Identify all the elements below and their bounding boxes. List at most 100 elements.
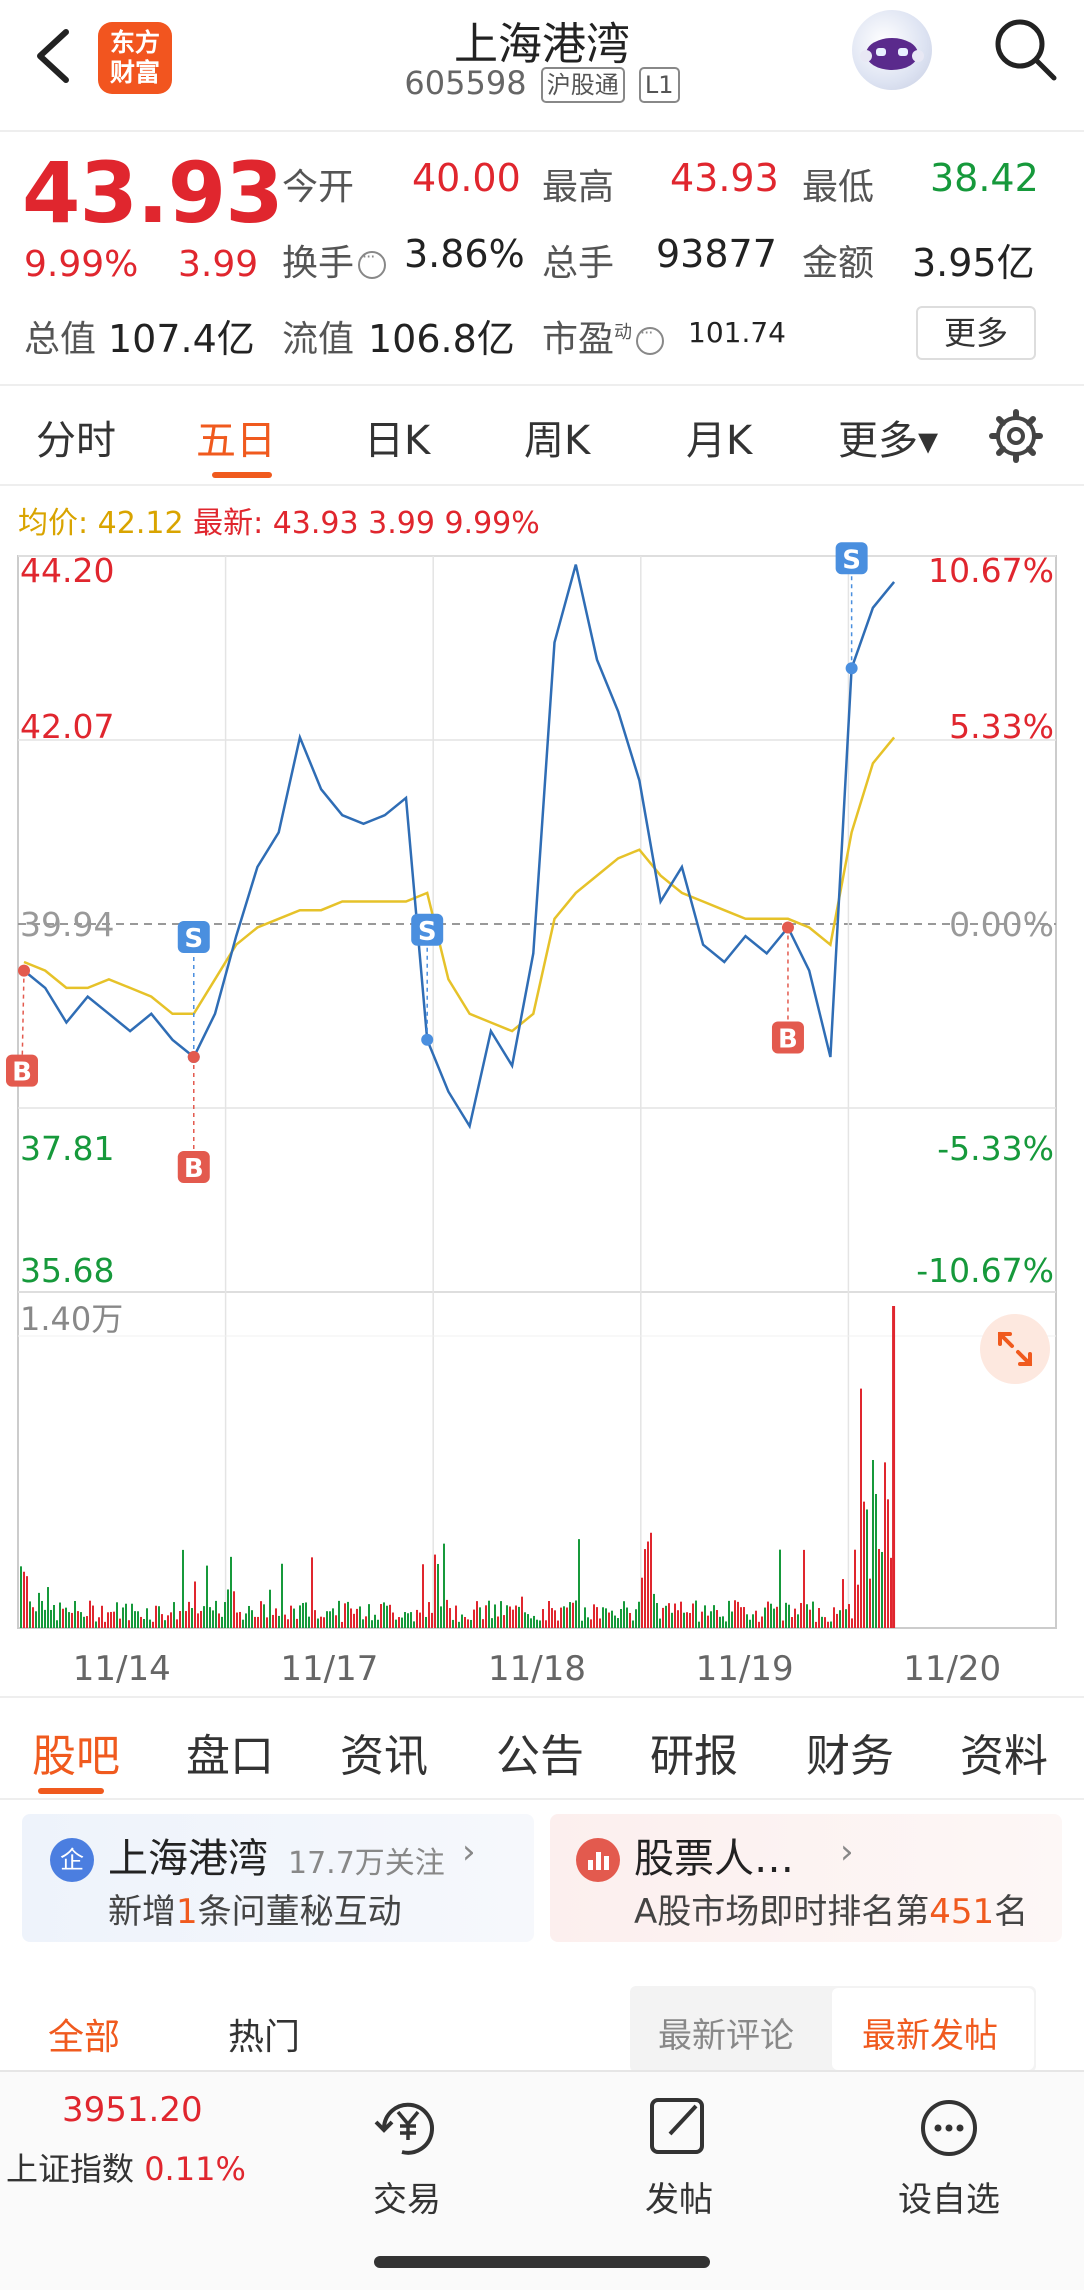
tab-monthly-k[interactable]: 月K [686,418,753,464]
volume-bar [806,1604,808,1628]
tab-intraday[interactable]: 分时 [36,418,116,464]
volume-bar [329,1611,331,1628]
popularity-card[interactable]: 股票人… › A股市场即时排名第451名 [550,1814,1062,1942]
trade-mark-label: B [12,1058,32,1088]
tab-underline [38,1788,104,1794]
volume-bar [572,1602,574,1628]
tab-research[interactable]: 研报 [650,1731,738,1782]
volume-bar [299,1605,301,1628]
volume-bar [881,1551,883,1628]
volume-bar [335,1615,337,1628]
tab-profile[interactable]: 资料 [960,1731,1048,1782]
volume-bar [275,1608,277,1628]
trade-button[interactable] [362,2088,452,2228]
sort-latest-post[interactable]: 最新发帖 [862,2016,998,2056]
search-button[interactable] [990,14,1060,84]
tab-forum[interactable]: 股吧 [32,1731,120,1782]
volume-bar [716,1610,718,1628]
chart-rank-icon [576,1838,620,1882]
volume-bar [281,1563,283,1628]
volume-bar [863,1501,865,1628]
post-button[interactable] [634,2088,724,2168]
sort-latest-comment[interactable]: 最新评论 [658,2016,794,2056]
company-card[interactable]: 企 上海港湾 17.7万关注 › 新增1条问董秘互动 [22,1814,534,1942]
volume-bar [164,1620,166,1628]
tab-more[interactable]: 更多▾ [838,418,939,464]
volume-bar [311,1557,313,1628]
volume-bar [665,1605,667,1628]
volume-bar [653,1593,655,1628]
line-suffix: 条问董秘互动 [197,1892,402,1932]
volume-bar [488,1600,490,1628]
mktcap-label: 总值 [24,319,97,360]
y-tick-right: 5.33% [949,707,1054,746]
volume-bar [608,1612,610,1628]
volume-bar [632,1620,634,1628]
volume-bar [401,1617,403,1628]
volume-bar [449,1608,451,1628]
volume-bar [359,1606,361,1628]
volume-bar [185,1611,187,1628]
volume-bar [869,1578,871,1628]
chevron-left-icon [37,29,69,83]
header: 东方 财富 上海港湾 605598 沪股通 L1 [0,0,1084,132]
volume-bar [296,1618,298,1628]
info-icon[interactable] [636,323,665,355]
volume-bar [380,1604,382,1628]
volume-bar [113,1611,115,1628]
volume-bar [821,1616,823,1628]
volume-label: 总手 [542,243,615,284]
volume-bar [692,1603,694,1628]
info-icon[interactable] [358,247,387,279]
volume-bar [71,1612,73,1628]
volume-bar [845,1609,847,1628]
volume-bar [485,1605,487,1628]
turnover-label-text: 换手 [282,243,355,284]
amount-value: 3.95亿 [912,241,1035,285]
line-prefix: 新增 [108,1892,176,1932]
volume-bar [602,1607,604,1628]
tab-finance[interactable]: 财务 [806,1731,894,1782]
volume-bar [644,1549,646,1628]
volume-bar [584,1607,586,1628]
index-name: 上证指数 [6,2150,135,2188]
volume-bar [341,1621,343,1628]
volume-bar [650,1532,652,1628]
tab-news[interactable]: 资讯 [340,1731,428,1782]
volume-bar [872,1459,874,1628]
volume-bar [749,1619,751,1628]
back-button[interactable] [30,26,80,86]
volume-bar [563,1606,565,1628]
tab-announcements[interactable]: 公告 [496,1731,584,1782]
tab-orderbook[interactable]: 盘口 [186,1731,274,1782]
add-watchlist-button[interactable] [904,2088,994,2168]
volume-bar [434,1554,436,1628]
index-name-row[interactable]: 上证指数 0.11% [6,2144,246,2190]
y-tick-left: 37.81 [20,1129,114,1168]
filter-hot[interactable]: 热门 [228,2017,301,2058]
y-tick-left: 42.07 [20,707,114,746]
five-day-chart[interactable]: B S B S B S 44.20 42.07 39.94 37.81 35.68 10.67% 5.… [0,540,1084,1690]
volume-bar [392,1612,394,1628]
volume-bar [32,1607,34,1628]
more-button[interactable]: 更多 [916,306,1036,360]
tab-daily-k[interactable]: 日K [364,418,431,464]
index-value[interactable]: 3951.20 [62,2090,203,2130]
chart-settings-button[interactable] [988,408,1044,464]
volume-bar [104,1621,106,1628]
tab-weekly-k[interactable]: 周K [524,418,591,464]
price-line [23,564,896,1130]
filter-all[interactable]: 全部 [48,2017,121,2058]
volume-bar [254,1616,256,1628]
trade-label: 交易 [373,2180,441,2220]
tab-five-day[interactable]: 五日 [196,418,276,464]
volume-bar [119,1618,121,1628]
info-tabs: 股吧 盘口 资讯 公告 研报 财务 资料 [0,1696,1084,1800]
volume-bar [191,1608,193,1628]
volume-bar [524,1612,526,1628]
volume-bar [179,1611,181,1628]
assistant-robot-icon[interactable] [852,10,932,90]
expand-chart-button[interactable] [980,1314,1050,1384]
post-label: 发帖 [645,2180,713,2220]
volume-bar [317,1618,319,1628]
